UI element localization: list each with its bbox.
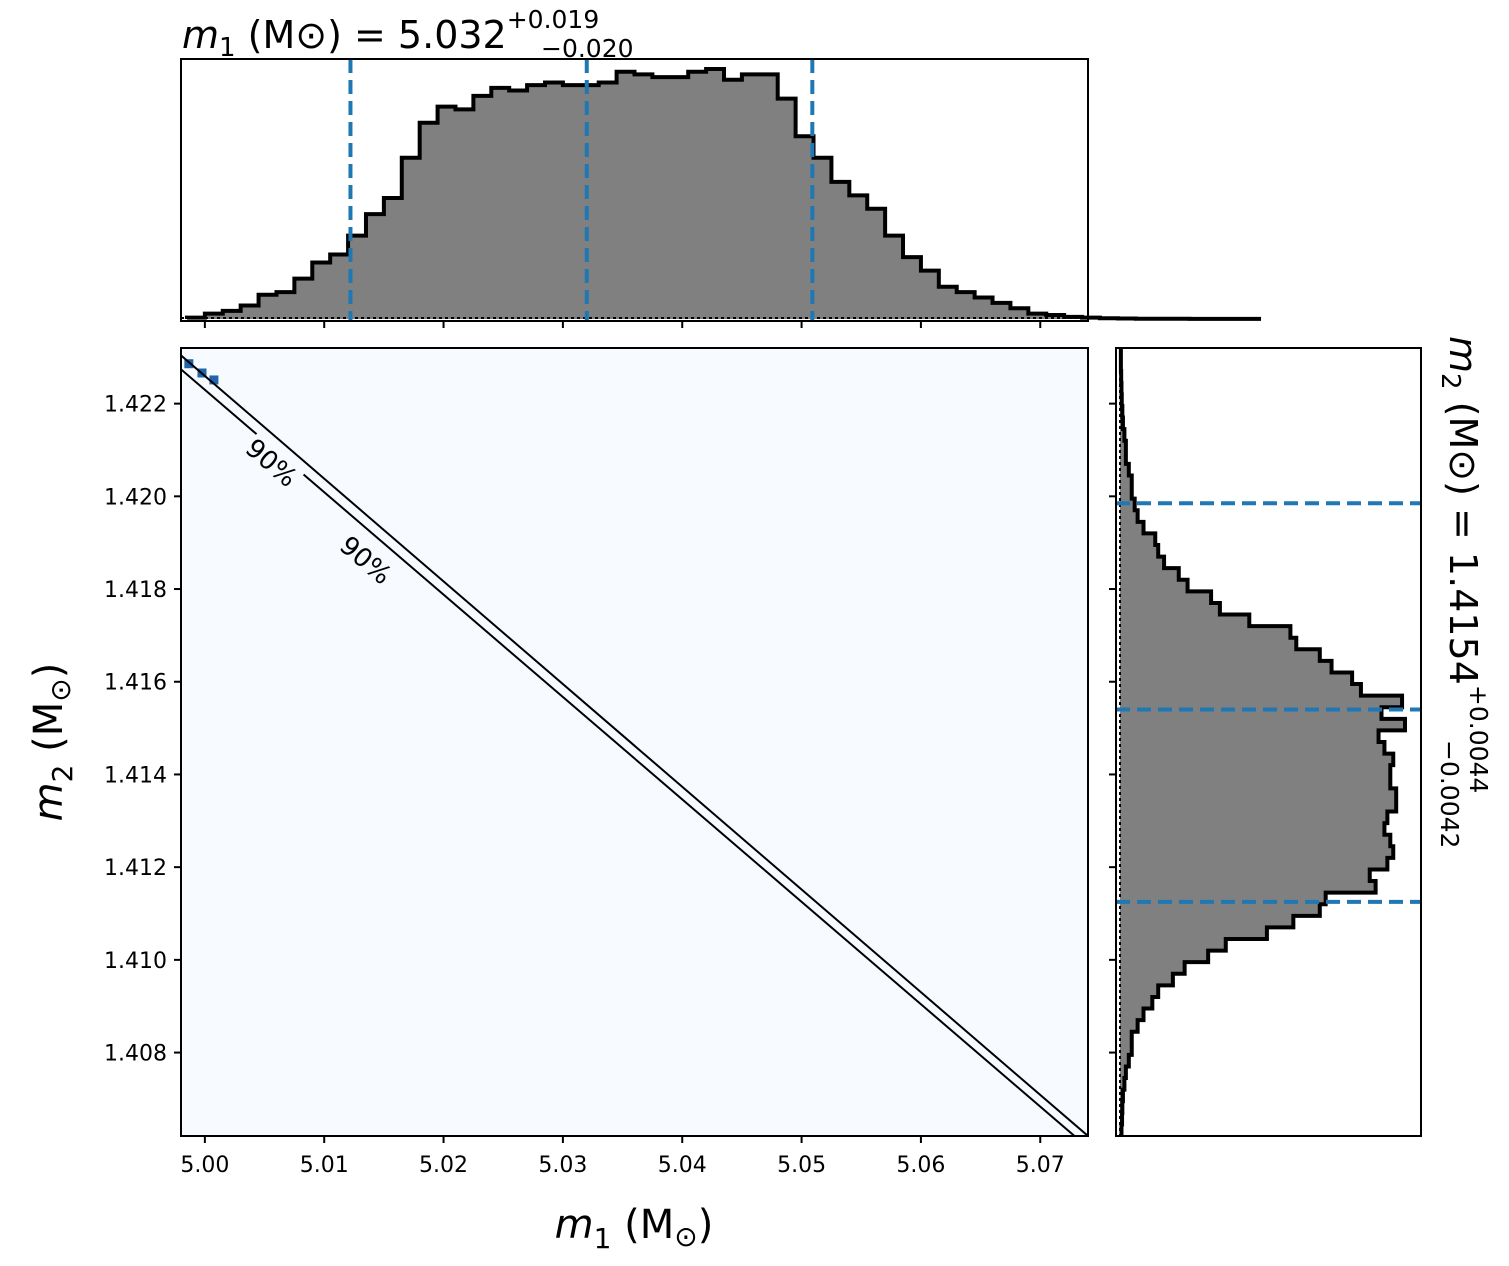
y-tick-label-5: 1.418 [104,578,167,603]
m2-hist-frame [1115,347,1422,1137]
top-title-var: m [182,13,219,57]
top-title: m1 (M⊙) = 5.032+0.019 [182,5,599,63]
x-tick-label-1: 5.01 [300,1153,349,1178]
x-label-sub: 1 [594,1222,612,1255]
m1-histogram [180,58,1262,322]
right-title-var: m [1441,336,1485,373]
top-title-plus: +0.019 [507,5,600,34]
density-cell-2 [209,375,219,385]
x-tick-label-4: 5.04 [658,1153,707,1178]
y-tick-label-0: 1.408 [104,1042,167,1067]
contour-line-1 [181,368,1077,1136]
m1-hist-outline [184,67,1262,321]
y-tick-label-6: 1.420 [104,485,167,510]
x-tick-label-0: 5.00 [180,1153,229,1178]
contour-label-bg-1 [332,529,400,593]
axis-ticks: 5.00 5.01 5.02 5.03 5.04 5.05 5.06 5.07 1.408 1.4… [104,321,1116,1178]
x-label-unit: (M [611,1202,674,1248]
m1-hist-fill [186,69,1262,319]
y-label-unit: (M [26,702,72,765]
y-label-sun: ⊙ [44,678,77,701]
x-label-var: m [555,1202,594,1248]
x-tick-label-3: 5.03 [538,1153,587,1178]
y-label-var: m [26,782,72,821]
right-title-sub: 2 [1435,373,1465,390]
m2-hist-outline [1118,348,1407,1136]
right-title-text: (M⊙) = 1.4154 [1441,390,1485,685]
density-cell-0 [184,359,194,369]
y-tick-label-3: 1.414 [104,763,167,788]
x-label-sun: ⊙ [674,1220,697,1253]
contour-label-bg-0 [238,432,306,496]
x-tick-label-6: 5.06 [896,1153,945,1178]
m1-hist-frame [180,58,1089,322]
top-title-sub: 1 [219,33,236,63]
right-title: m2 (M⊙) = 1.4154+0.0044 [1435,336,1493,793]
density-panel: 90%90% [180,347,1089,1137]
density-frame [180,347,1089,1137]
right-title-minus: −0.0042 [1435,740,1464,848]
y-label-sub: 2 [46,765,79,783]
y-label-close: ) [26,663,72,679]
x-tick-label-2: 5.02 [419,1153,468,1178]
x-tick-label-5: 5.05 [777,1153,826,1178]
y-tick-label-1: 1.410 [104,949,167,974]
x-tick-label-7: 5.07 [1016,1153,1065,1178]
y-axis-label: m2 (M⊙) [26,663,79,822]
top-title-text: (M⊙) = 5.032 [236,13,507,57]
x-axis-label: m1 (M⊙) [555,1202,714,1255]
x-label-close: ) [698,1202,714,1248]
m2-hist-group [1118,348,1407,1136]
y-tick-label-2: 1.412 [104,856,167,881]
y-tick-label-7: 1.422 [104,393,167,418]
contour-line-0 [181,354,1088,1136]
m2-hist-fill [1120,348,1405,1136]
right-title-plus: +0.0044 [1464,685,1493,793]
m2-histogram [1115,347,1422,1137]
y-tick-label-4: 1.416 [104,671,167,696]
